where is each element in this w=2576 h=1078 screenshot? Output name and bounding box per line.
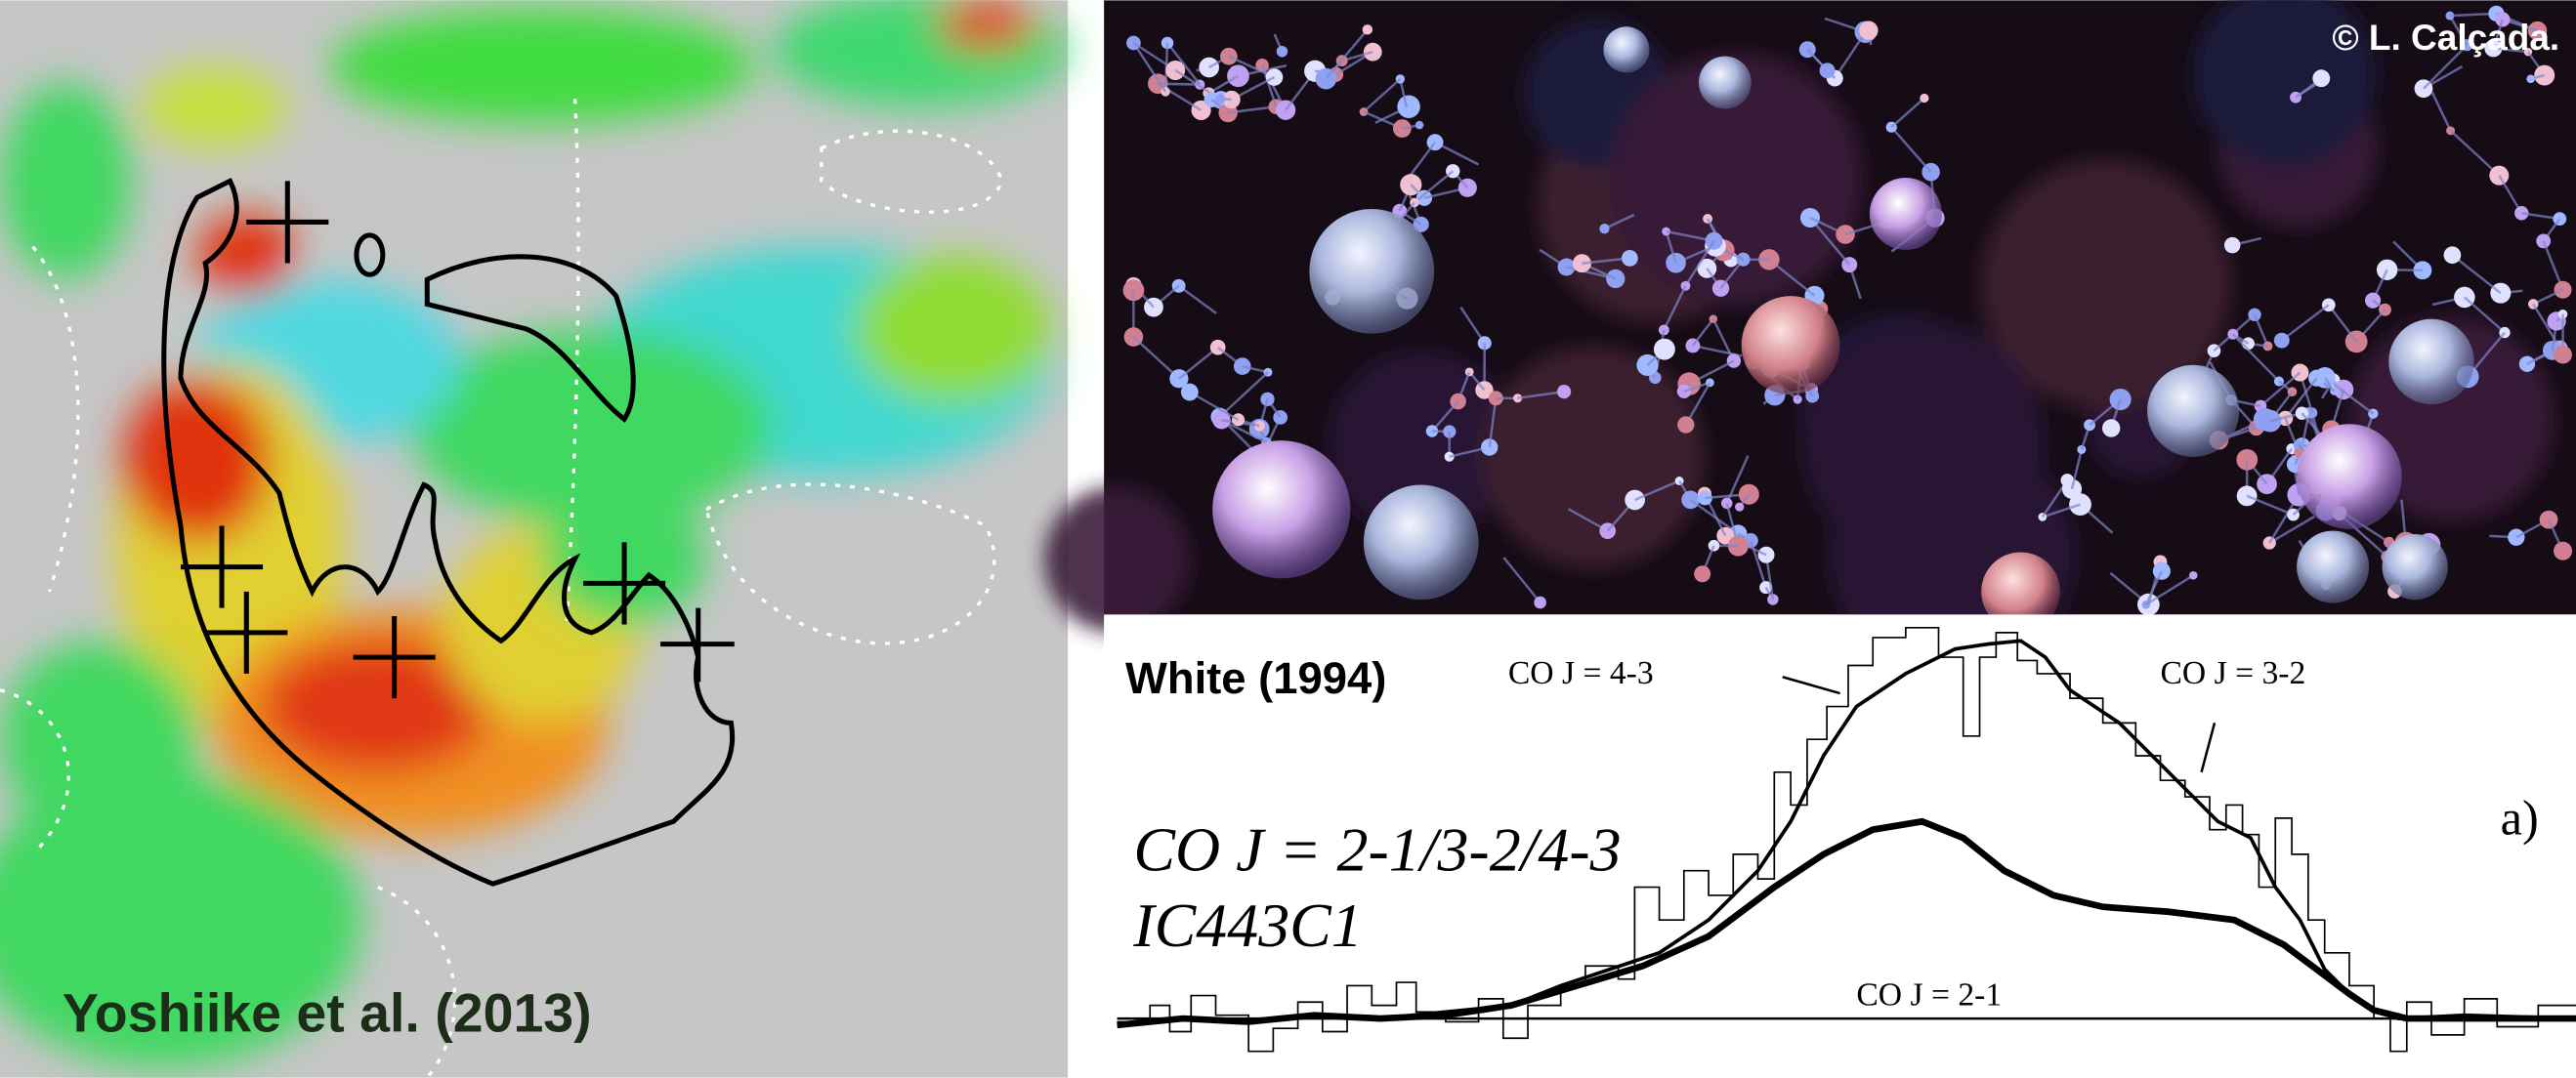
molecule-atom [1654, 339, 1675, 360]
page: {"map": {"credit": "Yoshiike et al. (201… [0, 0, 2576, 1078]
molecule-atom [1599, 224, 1609, 233]
map-panel: Yoshiike et al. (2013) [0, 0, 1068, 1078]
molecule-atom [2444, 246, 2462, 264]
molecule-atom [2526, 74, 2535, 83]
molecule-atom [1735, 503, 1744, 512]
molecule-atom [1677, 385, 1691, 398]
molecule-atom [1920, 94, 1928, 103]
molecule-atom [2554, 346, 2572, 364]
molecule-atom [1215, 94, 1225, 104]
molecule-atom [1606, 270, 1625, 288]
molecule-atom [1739, 484, 1759, 505]
molecule-atom [2274, 333, 2290, 349]
panel-label: a) [2501, 791, 2539, 846]
molecule-atom [1482, 346, 1705, 568]
molecule-atom [2224, 237, 2241, 254]
molecule-atom [1710, 314, 1717, 322]
molecule-atom [1181, 384, 1199, 401]
molecule-atom [1227, 64, 1249, 87]
image-credit: © L. Calçada. [2332, 18, 2559, 58]
molecule-atom [1415, 121, 1423, 129]
molecule-atom [2263, 536, 2276, 549]
molecule-atom [2312, 69, 2330, 87]
molecule-atom [1737, 253, 1751, 267]
spectrum-panel: White (1994) CO J = 4-3 CO J = 3-2 CO J … [1104, 614, 2576, 1077]
molecule-atom [1625, 490, 1645, 511]
molecule-atom [1534, 597, 1546, 609]
spectrum-title: CO J = 2-1/3-2/4-3 [1133, 815, 1621, 885]
line-label: CO J = 4-3 [1508, 655, 1654, 691]
molecule-atom [1260, 393, 1274, 406]
figure: Yoshiike et al. (2013) © L. Calçada. [0, 0, 2576, 1078]
molecule-atom [1677, 416, 1694, 433]
spectrum-title: IC443C1 [1132, 891, 1362, 960]
molecule-atom [1557, 385, 1571, 398]
molecule-atom [1363, 24, 1372, 34]
line-label: CO J = 3-2 [2161, 655, 2306, 691]
molecule-atom [1820, 62, 1836, 78]
molecule-atom [2189, 571, 2198, 580]
line-label: CO J = 2-1 [1856, 977, 2002, 1014]
molecule-atom [1709, 540, 1720, 552]
molecule-atom [1694, 565, 1710, 582]
molecule-atom [1622, 250, 1638, 267]
molecule-atom [1859, 21, 1878, 40]
molecule-atom [1277, 46, 1288, 57]
artist-image: © L. Calçada. [1044, 0, 2576, 679]
reference: White (1994) [1125, 653, 1386, 703]
map-credit: Yoshiike et al. (2013) [63, 983, 592, 1044]
molecule-atom [2102, 419, 2120, 436]
molecule-atom [2554, 542, 2572, 560]
molecule-atom [1836, 225, 1855, 244]
molecule-bond [1158, 84, 1200, 85]
molecule-atom [1044, 487, 1191, 634]
molecule-atom [2248, 309, 2260, 321]
